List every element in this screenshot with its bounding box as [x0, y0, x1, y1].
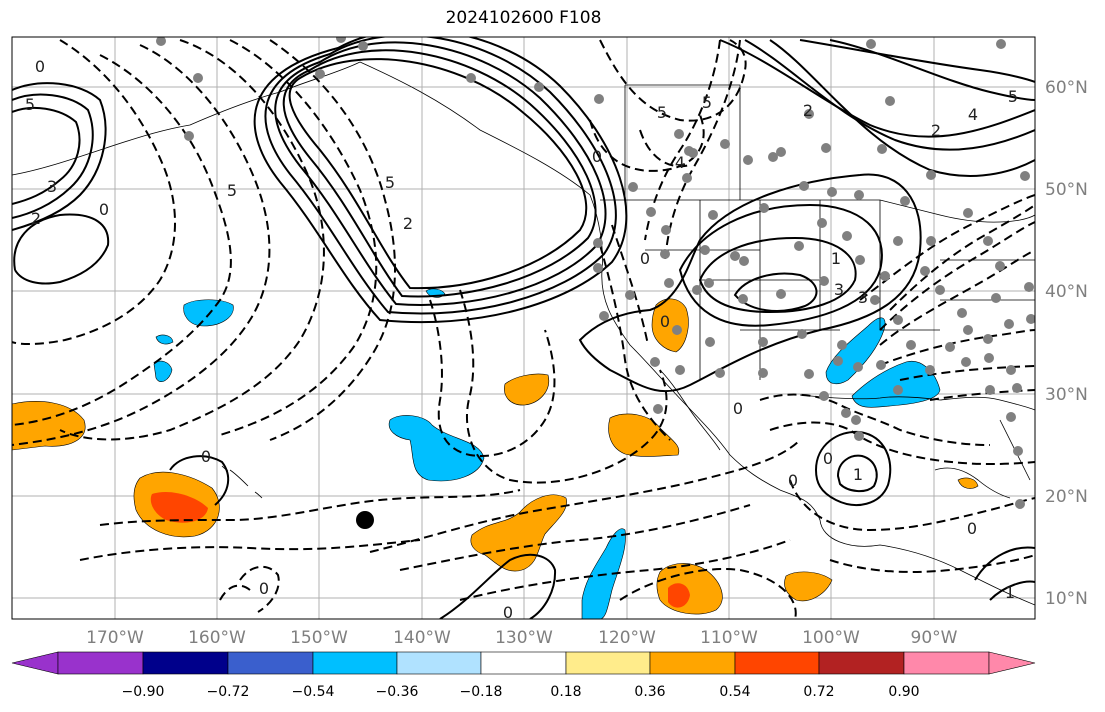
svg-text:0: 0	[99, 200, 109, 219]
colorbar-tick-label: −0.54	[292, 684, 335, 700]
svg-text:0: 0	[592, 147, 602, 166]
lon-label: 130°W	[495, 628, 553, 648]
lon-label: 150°W	[290, 628, 348, 648]
graticule	[12, 37, 1035, 619]
svg-text:2: 2	[803, 101, 813, 120]
coastlines	[12, 61, 1035, 606]
station-markers	[156, 37, 1035, 509]
svg-text:3: 3	[834, 280, 844, 299]
lon-label: 120°W	[598, 628, 656, 648]
colorbar-bin	[903, 651, 990, 675]
colorbar	[11, 651, 1036, 675]
svg-text:4: 4	[675, 153, 685, 172]
svg-text:0: 0	[788, 471, 798, 490]
colorbar-bin	[565, 651, 651, 675]
lon-label: 100°W	[802, 628, 860, 648]
anomaly-fill	[12, 288, 979, 619]
lon-label: 170°W	[86, 628, 144, 648]
svg-text:0: 0	[660, 312, 670, 331]
colorbar-bin	[312, 651, 398, 675]
svg-text:0: 0	[967, 519, 977, 538]
lon-label: 110°W	[700, 628, 758, 648]
dashed-contours	[12, 39, 1035, 619]
contour-labels: 0 5 3 2 0 5 5 2 5 0 2 5 4 2 0 4 5 3 1 3 …	[25, 57, 1018, 622]
colorbar-tick-label: −0.18	[460, 684, 503, 700]
colorbar-ticks: −0.90 −0.72 −0.54 −0.36 −0.18 0.18 0.36 …	[122, 684, 920, 700]
svg-text:1: 1	[1005, 583, 1015, 602]
svg-text:2: 2	[31, 209, 41, 228]
lon-label: 140°W	[393, 628, 451, 648]
colorbar-bin	[396, 651, 482, 675]
colorbar-high-extend	[988, 651, 1036, 675]
lat-label: 60°N	[1045, 78, 1088, 98]
colorbar-bin	[734, 651, 820, 675]
colorbar-bin	[142, 651, 229, 675]
colorbar-bin	[818, 651, 905, 675]
colorbar-bin	[649, 651, 736, 675]
longitude-axis: 170°W 160°W 150°W 140°W 130°W 120°W 110°…	[86, 628, 958, 648]
svg-text:5: 5	[385, 173, 395, 192]
colorbar-bin	[227, 651, 314, 675]
latitude-axis: 60°N 50°N 40°N 30°N 20°N 10°N	[1045, 78, 1088, 609]
svg-text:3: 3	[858, 288, 868, 307]
map-title: 2024102600 F108	[445, 8, 602, 28]
svg-text:1: 1	[853, 465, 863, 484]
lat-label: 50°N	[1045, 180, 1088, 200]
svg-text:0: 0	[503, 603, 513, 622]
svg-text:5: 5	[1008, 87, 1018, 106]
storm-position-marker	[356, 511, 374, 529]
svg-text:5: 5	[227, 181, 237, 200]
colorbar-low-extend	[11, 651, 59, 675]
lat-label: 40°N	[1045, 282, 1088, 302]
plot-frame	[11, 36, 1036, 620]
svg-text:0: 0	[823, 449, 833, 468]
colorbar-bin	[480, 651, 567, 675]
colorbar-tick-label: 0.90	[888, 684, 919, 700]
svg-text:5: 5	[702, 93, 712, 112]
svg-text:0: 0	[733, 399, 743, 418]
svg-text:0: 0	[640, 249, 650, 268]
svg-text:2: 2	[403, 214, 413, 233]
colorbar-tick-label: 0.18	[550, 684, 581, 700]
colorbar-tick-label: −0.36	[376, 684, 419, 700]
svg-text:0: 0	[35, 57, 45, 76]
svg-text:3: 3	[47, 177, 57, 196]
svg-text:2: 2	[931, 121, 941, 140]
lat-label: 30°N	[1045, 385, 1088, 405]
svg-text:0: 0	[259, 579, 269, 598]
lon-label: 160°W	[188, 628, 246, 648]
colorbar-tick-label: 0.36	[634, 684, 665, 700]
colorbar-tick-label: 0.72	[803, 684, 834, 700]
colorbar-tick-label: −0.90	[122, 684, 165, 700]
colorbar-tick-label: −0.72	[207, 684, 250, 700]
lat-label: 10°N	[1045, 589, 1088, 609]
lon-label: 90°W	[911, 628, 958, 648]
svg-text:1: 1	[831, 249, 841, 268]
svg-text:5: 5	[25, 95, 35, 114]
lat-label: 20°N	[1045, 487, 1088, 507]
colorbar-bin	[57, 651, 144, 675]
svg-text:4: 4	[968, 105, 978, 124]
colorbar-tick-label: 0.54	[719, 684, 750, 700]
svg-text:5: 5	[657, 103, 667, 122]
svg-text:0: 0	[201, 447, 211, 466]
